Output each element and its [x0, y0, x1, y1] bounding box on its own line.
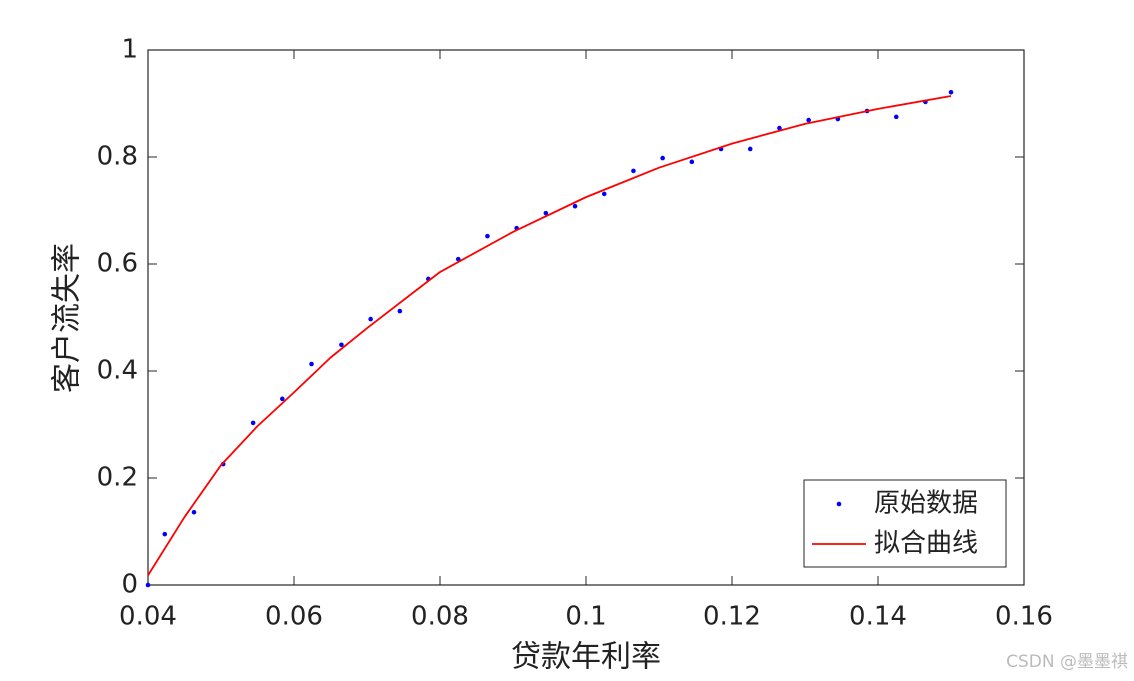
- legend-marker: [836, 501, 842, 507]
- data-point: [893, 114, 899, 120]
- data-point: [543, 210, 549, 216]
- y-tick-label: 0.2: [97, 463, 138, 493]
- x-tick-label: 0.1: [565, 602, 606, 632]
- x-tick-label: 0.08: [411, 602, 469, 632]
- watermark: CSDN @墨墨祺: [1006, 652, 1128, 672]
- data-point: [485, 233, 490, 239]
- data-point: [162, 531, 168, 537]
- data-point: [368, 316, 373, 322]
- y-tick-label: 1: [121, 35, 138, 65]
- y-tick-label: 0: [121, 570, 138, 600]
- data-point: [631, 168, 636, 174]
- y-tick-label: 0.8: [97, 142, 138, 172]
- fit-line: [147, 95, 952, 576]
- x-tick-label: 0.16: [995, 602, 1053, 632]
- data-point: [191, 509, 197, 515]
- x-axis-label: 贷款年利率: [511, 640, 661, 675]
- x-tick-label: 0.12: [703, 602, 761, 632]
- legend-box: [803, 479, 1007, 568]
- data-point: [777, 125, 782, 131]
- data-point: [339, 342, 344, 348]
- y-tick-label: 0.4: [97, 356, 138, 386]
- data-point: [747, 146, 753, 152]
- y-tick-label: 0.6: [97, 249, 138, 279]
- legend-label: 原始数据: [874, 489, 978, 519]
- data-point: [806, 117, 811, 123]
- legend-label: 拟合曲线: [874, 529, 978, 559]
- data-point: [397, 308, 403, 314]
- data-point: [601, 191, 607, 197]
- x-tick-label: 0.14: [849, 602, 907, 632]
- data-point: [145, 582, 151, 588]
- data-point: [948, 89, 954, 95]
- data-point: [250, 420, 256, 426]
- data-point: [660, 155, 665, 161]
- data-point: [689, 159, 695, 165]
- data-point: [572, 203, 578, 209]
- data-point: [309, 361, 314, 367]
- x-tick-label: 0.06: [265, 602, 323, 632]
- data-point: [280, 396, 285, 402]
- x-tick-label: 0.04: [119, 602, 177, 632]
- y-axis-label: 客户流失率: [50, 243, 85, 393]
